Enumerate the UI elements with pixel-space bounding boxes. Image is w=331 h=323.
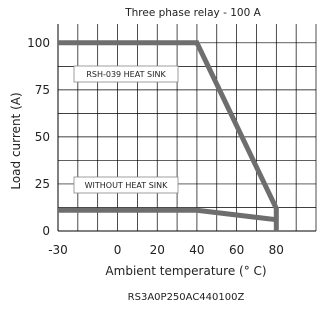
annotation-box-heatsink <box>73 65 179 83</box>
x-tick-label: 0 <box>114 243 122 257</box>
y-tick-label: 100 <box>27 36 50 50</box>
y-tick-label: 0 <box>42 224 50 238</box>
x-tick-label: -30 <box>48 243 68 257</box>
x-axis-label: Ambient temperature (° C) <box>105 264 266 278</box>
x-tick-label: 40 <box>189 243 204 257</box>
x-tick-label: 80 <box>269 243 284 257</box>
series-layer <box>58 40 279 231</box>
y-axis-label: Load current (A) <box>9 92 23 189</box>
y-tick-label: 75 <box>35 83 50 97</box>
footnote: RS3A0P250AC440100Z <box>128 292 245 303</box>
x-tick-label: 20 <box>150 243 165 257</box>
ticks: -30 0 20 40 60 80 0 25 50 75 100 <box>27 36 284 257</box>
grid <box>57 24 317 232</box>
chart-title: Three phase relay - 100 A <box>124 7 261 19</box>
series-line-2 <box>58 207 277 223</box>
y-tick-label: 25 <box>35 177 50 191</box>
annotation-box-no-heatsink <box>73 176 179 194</box>
x-tick-label: 60 <box>229 243 244 257</box>
annotation-no-heatsink: WITHOUT HEAT SINK <box>85 181 169 190</box>
y-tick-label: 50 <box>35 130 50 144</box>
annotation-heatsink: RSH-039 HEAT SINK <box>86 70 166 79</box>
